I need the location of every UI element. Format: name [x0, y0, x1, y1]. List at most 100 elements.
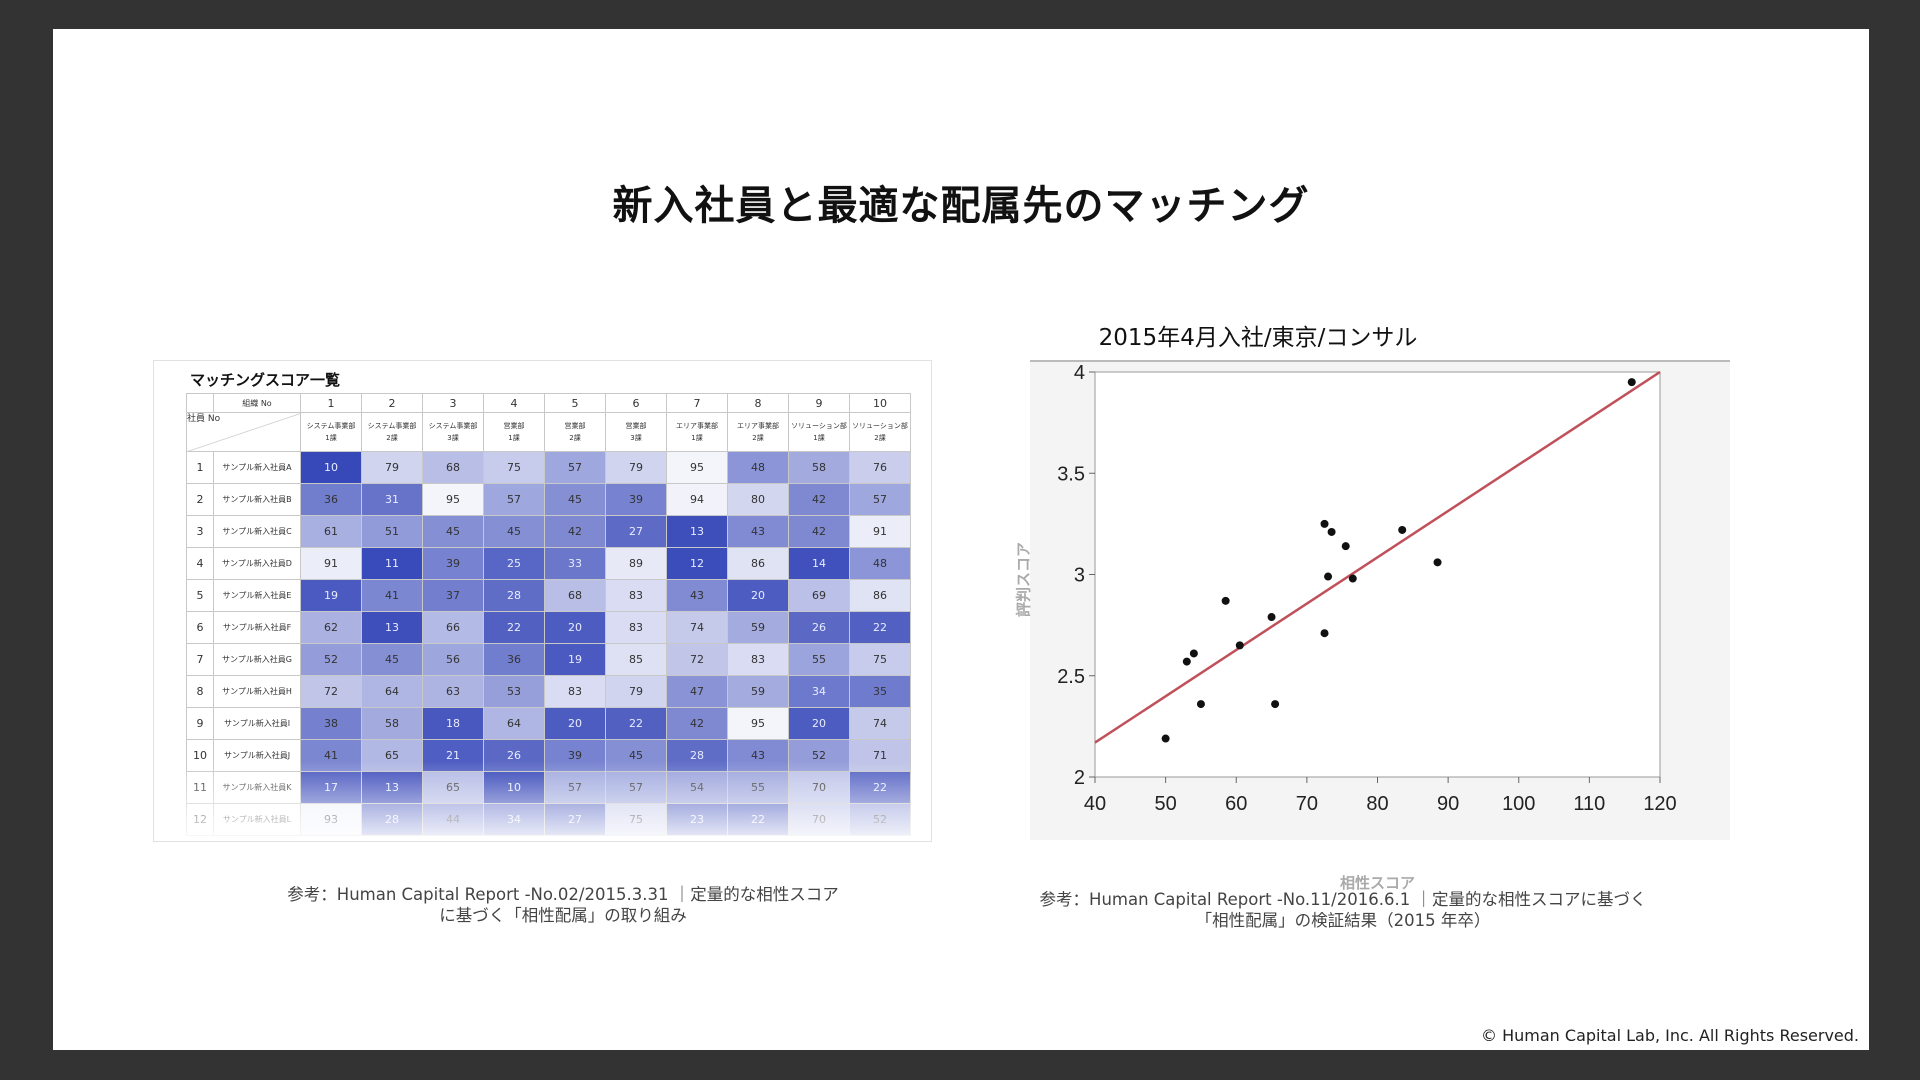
- score-cell: 13: [361, 611, 423, 644]
- x-tick-label: 40: [1084, 793, 1106, 815]
- data-point: [1341, 542, 1350, 551]
- score-cell: 57: [849, 483, 911, 516]
- department-name: ソリューション部: [791, 422, 847, 430]
- score-cell: 95: [666, 451, 728, 484]
- score-cell: 57: [544, 451, 606, 484]
- row-number: 7: [186, 643, 214, 676]
- x-axis-label: 相性スコア: [1340, 874, 1415, 892]
- caption-line: に基づく「相性配属」の取り組み: [439, 906, 687, 925]
- department-name: システム事業部: [428, 422, 478, 430]
- table-row: 3 サンプル新入社員C 61 51 45 45 42 27 13 43 42 91: [186, 515, 911, 548]
- caption-line: 「相性配属」の検証結果（2015 年卒）: [1195, 911, 1491, 930]
- table-title: マッチングスコア一覧: [190, 371, 341, 389]
- score-cell: 18: [422, 707, 484, 740]
- score-cell: 93: [300, 803, 362, 836]
- table-row: 10 サンプル新入社員J 41 65 21 26 39 45 28 43 52 71: [186, 739, 911, 772]
- score-cell: 75: [483, 451, 545, 484]
- score-cell: 26: [483, 739, 545, 772]
- data-point: [1221, 596, 1230, 605]
- score-cell: 83: [727, 643, 789, 676]
- row-number: 6: [186, 611, 214, 644]
- score-cell: 86: [727, 547, 789, 580]
- score-cell: 70: [788, 771, 850, 804]
- employee-name: サンプル新入社員G: [213, 643, 301, 676]
- section-name: 1課: [691, 434, 703, 442]
- score-cell: 21: [422, 739, 484, 772]
- score-cell: 42: [788, 515, 850, 548]
- department-name: システム事業部: [306, 422, 356, 430]
- score-cell: 25: [483, 547, 545, 580]
- score-cell: 20: [544, 611, 606, 644]
- employee-header: 社員 No: [186, 412, 301, 452]
- score-cell: 45: [544, 483, 606, 516]
- column-number: 10: [849, 393, 911, 413]
- score-cell: 13: [666, 515, 728, 548]
- score-cell: 22: [605, 707, 667, 740]
- column-department: エリア事業部 2課: [727, 412, 789, 452]
- score-cell: 17: [300, 771, 362, 804]
- score-cell: 42: [544, 515, 606, 548]
- copyright: © Human Capital Lab, Inc. All Rights Res…: [1481, 1026, 1859, 1045]
- score-cell: 45: [361, 643, 423, 676]
- score-cell: 43: [727, 739, 789, 772]
- data-point: [1627, 378, 1636, 387]
- employee-name: サンプル新入社員F: [213, 611, 301, 644]
- data-point: [1320, 629, 1329, 638]
- score-cell: 20: [544, 707, 606, 740]
- data-point: [1348, 574, 1357, 583]
- employee-name: サンプル新入社員I: [213, 707, 301, 740]
- employee-name: サンプル新入社員C: [213, 515, 301, 548]
- department-name: 営業部: [503, 422, 525, 430]
- x-tick-label: 50: [1155, 793, 1177, 815]
- score-cell: 27: [605, 515, 667, 548]
- score-cell: 79: [605, 451, 667, 484]
- column-number: 3: [422, 393, 484, 413]
- score-cell: 10: [300, 451, 362, 484]
- row-number: 4: [186, 547, 214, 580]
- row-number: 1: [186, 451, 214, 484]
- heatmap-grid: 組織 No 1 2 3 4 5 6 7 8 9 10 社員 No システム事業部 1課 システム事業部 2課シ…: [186, 393, 911, 836]
- score-cell: 43: [666, 579, 728, 612]
- employee-name: サンプル新入社員B: [213, 483, 301, 516]
- column-number: 8: [727, 393, 789, 413]
- data-point: [1433, 558, 1442, 567]
- department-name: エリア事業部: [676, 422, 718, 430]
- table-row: 1 サンプル新入社員A 10 79 68 75 57 79 95 48 58 76: [186, 451, 911, 484]
- section-name: 1課: [813, 434, 825, 442]
- slide: 新入社員と最適な配属先のマッチング マッチングスコア一覧 組織 No 1 2 3 4 5 6…: [53, 29, 1869, 1050]
- department-name: ソリューション部: [852, 422, 908, 430]
- x-tick-label: 70: [1296, 793, 1318, 815]
- score-cell: 12: [666, 547, 728, 580]
- score-cell: 58: [361, 707, 423, 740]
- data-point: [1235, 641, 1244, 650]
- data-point: [1189, 649, 1198, 658]
- x-tick-label: 110: [1573, 793, 1605, 815]
- score-cell: 71: [849, 739, 911, 772]
- score-cell: 39: [422, 547, 484, 580]
- score-cell: 23: [666, 803, 728, 836]
- column-department: エリア事業部 1課: [666, 412, 728, 452]
- score-cell: 61: [300, 515, 362, 548]
- score-cell: 72: [666, 643, 728, 676]
- header-corner-blank: [186, 393, 214, 413]
- score-cell: 55: [727, 771, 789, 804]
- score-cell: 35: [849, 675, 911, 708]
- score-cell: 59: [727, 675, 789, 708]
- section-name: 2課: [874, 434, 886, 442]
- score-cell: 13: [361, 771, 423, 804]
- score-cell: 74: [849, 707, 911, 740]
- row-number: 9: [186, 707, 214, 740]
- column-department: システム事業部 1課: [300, 412, 362, 452]
- table-row: 12 サンプル新入社員L 93 28 44 34 27 75 23 22 70 52: [186, 803, 911, 836]
- section-name: 3課: [630, 434, 642, 442]
- data-point: [1327, 527, 1336, 536]
- column-department: ソリューション部 1課: [788, 412, 850, 452]
- column-department: システム事業部 3課: [422, 412, 484, 452]
- score-cell: 95: [422, 483, 484, 516]
- table-row: 9 サンプル新入社員I 38 58 18 64 20 22 42 95 20 74: [186, 707, 911, 740]
- row-number: 3: [186, 515, 214, 548]
- column-department: システム事業部 2課: [361, 412, 423, 452]
- row-number: 11: [186, 771, 214, 804]
- score-cell: 58: [788, 451, 850, 484]
- score-cell: 69: [788, 579, 850, 612]
